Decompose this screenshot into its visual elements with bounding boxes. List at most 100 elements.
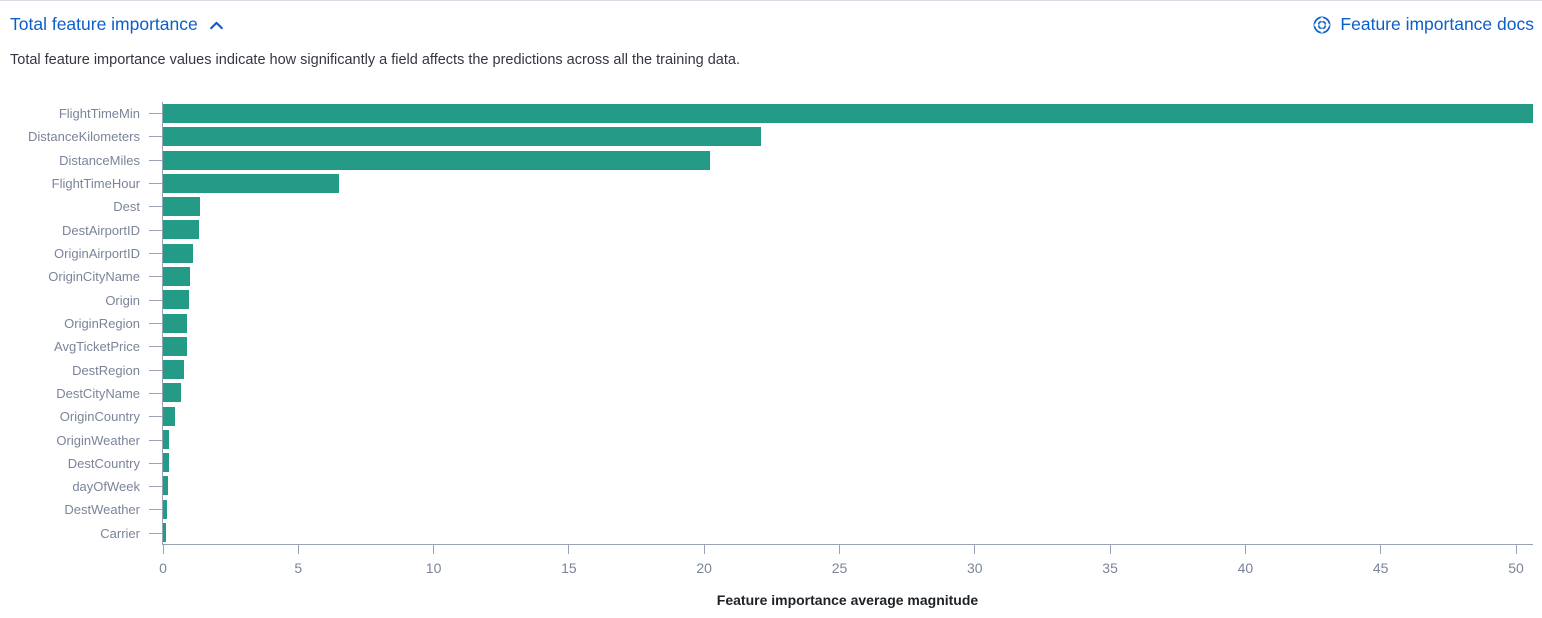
y-axis-row: OriginCityName: [0, 265, 162, 288]
bar-row: [163, 451, 1533, 474]
bars-container: [163, 102, 1533, 544]
y-axis-tick: [149, 276, 162, 278]
y-axis-row: OriginWeather: [0, 428, 162, 451]
bar-row: [163, 404, 1533, 427]
y-axis-tick: [149, 462, 162, 464]
y-axis-tick: [149, 206, 162, 208]
x-axis-tick-label: 0: [159, 560, 167, 576]
y-axis-tick: [149, 183, 162, 185]
bar-row: [163, 102, 1533, 125]
x-axis-tick-label: 40: [1237, 560, 1254, 576]
y-axis-tick: [149, 369, 162, 371]
bar-row: [163, 358, 1533, 381]
x-axis-tick-label: 15: [561, 560, 577, 576]
y-axis-label: OriginCityName: [48, 269, 140, 285]
x-axis-tick: [297, 544, 299, 554]
bar-row: [163, 335, 1533, 358]
x-axis-tick: [433, 544, 435, 554]
x-axis-tick: [568, 544, 570, 554]
x-axis-tick: [1515, 544, 1517, 554]
x-axis-tick: [974, 544, 976, 554]
panel-description: Total feature importance values indicate…: [10, 52, 740, 68]
y-axis-row: Carrier: [0, 522, 162, 545]
x-axis-tick-label: 25: [831, 560, 848, 576]
y-axis-tick: [149, 532, 162, 534]
y-axis-tick: [149, 509, 162, 511]
feature-importance-docs-link[interactable]: Feature importance docs: [1312, 14, 1534, 35]
bar-row: [163, 172, 1533, 195]
panel-title[interactable]: Total feature importance: [10, 14, 198, 34]
y-axis-label: DestRegion: [72, 362, 140, 378]
y-axis-label: OriginWeather: [56, 432, 140, 448]
bar-DistanceKilometers: [163, 127, 761, 147]
y-axis-row: DistanceMiles: [0, 149, 162, 172]
y-axis-tick: [149, 322, 162, 324]
y-axis-label: Carrier: [100, 525, 140, 541]
x-axis-tick-label: 20: [696, 560, 712, 576]
y-axis-labels: FlightTimeMin DistanceKilometers DistanceM…: [0, 102, 162, 545]
y-axis-tick: [149, 113, 162, 115]
y-axis-label: DestCountry: [67, 455, 140, 471]
bar-row: [163, 265, 1533, 288]
total-feature-importance-toggle[interactable]: Total feature importance: [10, 14, 225, 35]
y-axis-row: DestCountry: [0, 452, 162, 475]
x-axis-tick-label: 35: [1102, 560, 1118, 576]
bar-row: [163, 498, 1533, 521]
y-axis-row: FlightTimeHour: [0, 172, 162, 195]
y-axis-label: DestCityName: [56, 385, 140, 401]
x-axis-tick: [1109, 544, 1111, 554]
y-axis-tick: [149, 136, 162, 138]
y-axis-row: Dest: [0, 195, 162, 218]
y-axis-tick: [149, 346, 162, 348]
x-axis-tick: [162, 544, 164, 554]
lifebuoy-icon: [1312, 15, 1332, 35]
bar-row: [163, 288, 1533, 311]
y-axis-label: FlightTimeMin: [58, 106, 140, 122]
bar-row: [163, 381, 1533, 404]
y-axis-row: DestAirportID: [0, 219, 162, 242]
bar-Origin: [163, 290, 190, 310]
chevron-up-icon[interactable]: [208, 17, 225, 34]
bar-row: [163, 195, 1533, 218]
y-axis-label: DistanceKilometers: [28, 129, 140, 145]
bar-AvgTicketPrice: [163, 336, 187, 356]
y-axis-label: FlightTimeHour: [51, 176, 140, 192]
bar-row: [163, 311, 1533, 334]
panel-header: Total feature importance Feature importa…: [10, 14, 1534, 35]
y-axis-label: AvgTicketPrice: [54, 339, 140, 355]
bar-OriginAirportID: [163, 243, 193, 263]
x-axis-ticks: 0 5 10 15 20 25 30 35 40 45 50: [159, 102, 1533, 576]
bar-OriginRegion: [163, 313, 188, 333]
y-axis-row: FlightTimeMin: [0, 102, 162, 125]
y-axis-tick: [149, 416, 162, 418]
y-axis-label: dayOfWeek: [72, 479, 140, 495]
y-axis-label: DestAirportID: [61, 222, 140, 238]
y-axis-tick: [149, 392, 162, 394]
docs-link-label[interactable]: Feature importance docs: [1340, 14, 1534, 34]
y-axis-tick: [149, 486, 162, 488]
bar-row: [163, 428, 1533, 451]
y-axis-row: AvgTicketPrice: [0, 335, 162, 358]
bar-FlightTimeHour: [163, 173, 339, 193]
y-axis-row: OriginAirportID: [0, 242, 162, 265]
x-axis-tick-label: 10: [425, 560, 442, 576]
bar-chart-plot-area: 0 5 10 15 20 25 30 35 40 45 50: [159, 102, 1533, 576]
bar-row: [163, 149, 1533, 172]
bar-dayOfWeek: [163, 476, 169, 496]
y-axis-label: OriginAirportID: [54, 246, 140, 262]
x-axis-tick: [703, 544, 705, 554]
y-axis-label: DistanceMiles: [59, 152, 140, 168]
bar-row: [163, 218, 1533, 241]
y-axis-row: OriginCountry: [0, 405, 162, 428]
bar-row: [163, 242, 1533, 265]
y-axis-tick: [149, 439, 162, 441]
x-axis-title: Feature importance average magnitude: [716, 592, 979, 608]
x-axis-tick: [839, 544, 840, 554]
bar-Carrier: [163, 522, 167, 542]
y-axis-label: OriginCountry: [59, 409, 140, 425]
x-axis-tick: [1380, 544, 1382, 554]
y-axis-tick: [149, 159, 162, 161]
bar-DistanceMiles: [163, 150, 710, 170]
bar-DestRegion: [163, 360, 185, 380]
